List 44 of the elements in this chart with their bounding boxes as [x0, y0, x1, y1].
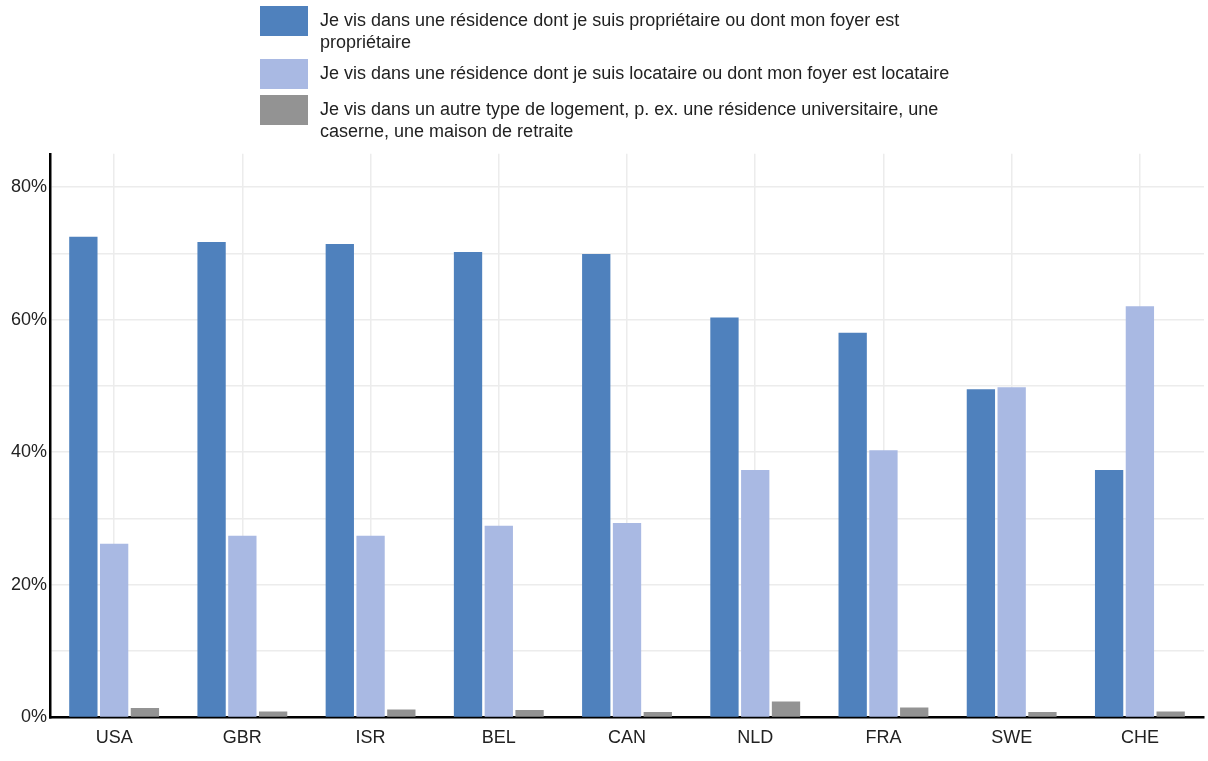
bar: [515, 710, 544, 717]
x-tick-label: BEL: [481, 727, 516, 748]
bar: [900, 707, 929, 717]
bar: [643, 712, 672, 717]
bar: [130, 708, 160, 717]
x-tick-label: FRA: [865, 727, 902, 748]
bar: [771, 701, 801, 717]
y-tick-label: 20%: [11, 573, 48, 594]
bar: [997, 387, 1026, 717]
x-tick-label: GBR: [222, 727, 262, 748]
bar: [1094, 470, 1124, 717]
y-tick-label: 0%: [21, 706, 48, 727]
bar: [453, 251, 483, 717]
x-tick-label: NLD: [737, 727, 774, 748]
bar: [356, 535, 385, 717]
bar: [1125, 306, 1155, 717]
legend-label: Je vis dans une résidence dont je suis locataire ou dont mon foyer est locataire: [320, 62, 950, 84]
bar: [197, 241, 226, 717]
bar: [325, 243, 354, 717]
bar: [228, 535, 257, 717]
bar: [869, 450, 898, 717]
x-tick-label: USA: [95, 727, 133, 748]
bar: [966, 389, 996, 717]
bar: [582, 253, 611, 717]
y-tick-label: 80%: [11, 175, 48, 196]
bar: [1156, 711, 1185, 717]
x-tick-label: ISR: [355, 727, 386, 748]
bar: [1028, 712, 1057, 717]
bar: [838, 332, 867, 717]
bar: [258, 711, 288, 717]
y-tick-label: 60%: [11, 308, 48, 329]
x-tick-label: SWE: [991, 727, 1033, 748]
bar: [710, 317, 739, 717]
bar: [387, 709, 416, 717]
bar: [99, 543, 129, 717]
y-tick-label: 40%: [11, 441, 48, 462]
x-tick-label: CHE: [1120, 727, 1159, 748]
bar: [484, 525, 513, 717]
bar: [612, 523, 642, 717]
legend-label: Je vis dans un autre type de logement, p. ex. une résidence universitaire, une caserne, une maison de retraite: [320, 98, 940, 142]
bar: [69, 236, 98, 717]
bar: [741, 470, 770, 717]
x-tick-label: CAN: [608, 727, 647, 748]
legend-label: Je vis dans une résidence dont je suis propriétaire ou dont mon foyer est propriétaire: [320, 9, 901, 53]
